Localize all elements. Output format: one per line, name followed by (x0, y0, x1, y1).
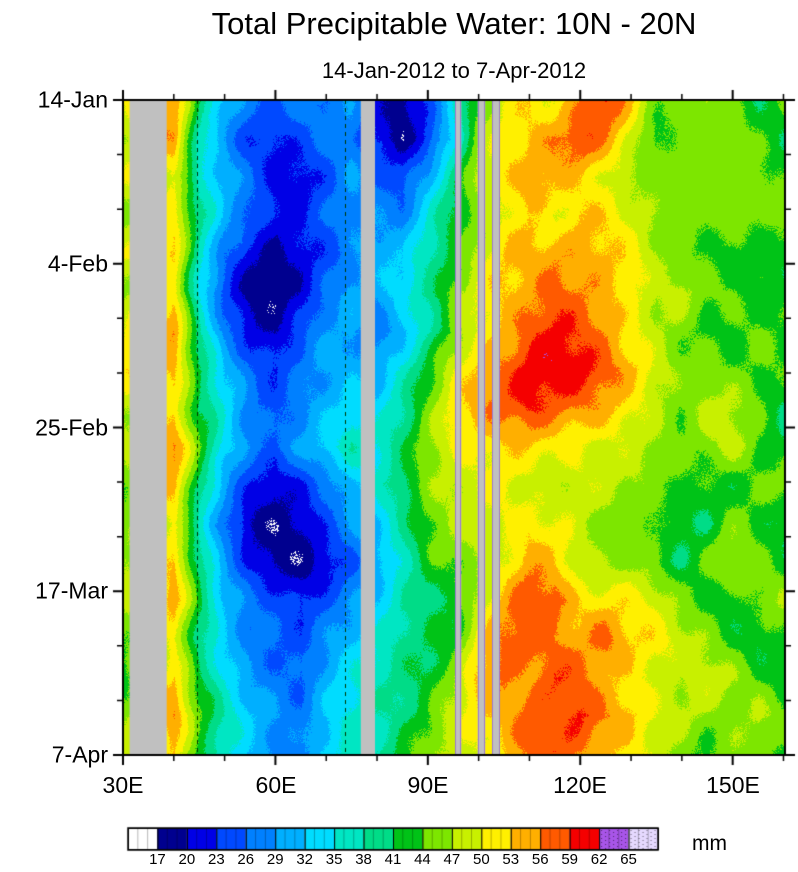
y-tick-label: 25-Feb (35, 414, 108, 441)
chart-title: Total Precipitable Water: 10N - 20N (211, 6, 697, 41)
y-tick-label: 14-Jan (37, 86, 108, 113)
y-tick-label: 17-Mar (35, 577, 108, 604)
colorbar-tick-label: 53 (502, 851, 520, 868)
x-tick-label: 30E (102, 772, 144, 798)
colorbar-tick-label: 38 (355, 851, 372, 868)
colorbar-tick-label: 41 (384, 851, 402, 868)
x-tick-label: 60E (255, 772, 297, 798)
colorbar-tick-label: 62 (590, 851, 608, 868)
colorbar-tick-label: 26 (237, 851, 255, 868)
colorbar-tick-label: 29 (266, 851, 284, 868)
colorbar-tick-label: 47 (443, 851, 461, 868)
colorbar-tick-label: 17 (149, 851, 166, 868)
colorbar-tick-label: 32 (296, 851, 313, 868)
units-label: mm (692, 832, 727, 855)
colorbar-tick-label: 35 (325, 851, 343, 868)
colorbar-tick-label: 23 (207, 851, 225, 868)
colorbar-tick-label: 65 (620, 851, 637, 868)
colorbar-tick-label: 20 (178, 851, 196, 868)
x-tick-label: 150E (706, 772, 760, 798)
x-tick-label: 90E (407, 772, 449, 798)
colorbar-tick-label: 44 (414, 851, 431, 868)
y-tick-label: 7-Apr (51, 741, 108, 768)
colorbar-tick-label: 59 (561, 851, 578, 868)
x-tick-label: 120E (553, 772, 607, 798)
chart-subtitle: 14-Jan-2012 to 7-Apr-2012 (321, 58, 587, 83)
colorbar-tick-label: 50 (472, 851, 490, 868)
colorbar-tick-label: 56 (531, 851, 549, 868)
y-tick-label: 4-Feb (47, 250, 108, 277)
